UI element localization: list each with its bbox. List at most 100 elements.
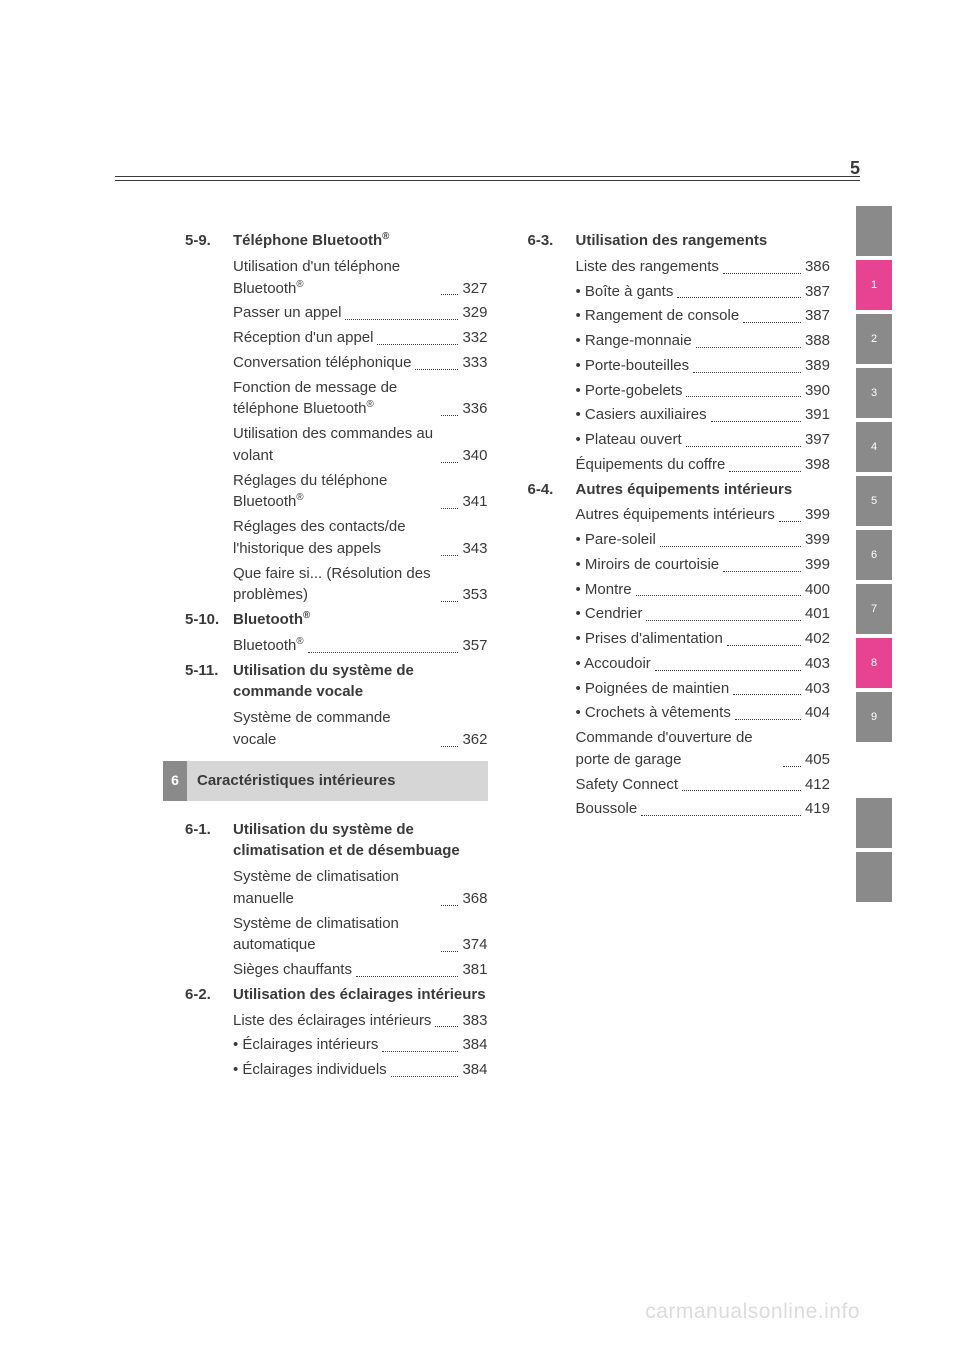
toc-entry-label: • Poignées de maintien [576,678,730,700]
toc-entry-page: 412 [805,774,830,796]
toc-entry-page: 399 [805,529,830,551]
toc-entry-label: • Miroirs de courtoisie [576,554,720,576]
side-tab[interactable] [856,206,892,256]
toc-entry: • Boîte à gants387 [576,281,831,303]
toc-entry-label: • Crochets à vêtements [576,702,731,724]
side-tab[interactable]: 9 [856,692,892,742]
toc-entry-label: • Accoudoir [576,653,651,675]
toc-leader-dots [415,369,458,370]
toc-entry-page: 388 [805,330,830,352]
toc-entry-page: 419 [805,798,830,820]
side-tab[interactable]: 4 [856,422,892,472]
toc-entry-label: Liste des rangements [576,256,719,278]
toc-leader-dots [696,347,801,348]
toc-entry-page: 387 [805,281,830,303]
side-tab[interactable]: 7 [856,584,892,634]
toc-entry-label: Commande d'ouverture de porte de garage [576,727,780,771]
toc-entry: Système de commande vocale 362 [233,707,488,751]
side-tab[interactable]: 5 [856,476,892,526]
toc-leader-dots [441,294,459,295]
toc-section-head: 6-4.Autres équipements intérieurs [528,479,831,501]
toc-entry-page: 386 [805,256,830,278]
side-tab[interactable]: 2 [856,314,892,364]
toc-entry-label: • Rangement de console [576,305,740,327]
toc-leader-dots [693,372,801,373]
side-tab[interactable]: 1 [856,260,892,310]
toc-leader-dots [686,396,800,397]
toc-entries: Liste des rangements 386 • Boîte à gants38… [576,256,831,476]
toc-entries: Système de commande vocale 362 [233,707,488,751]
toc-entry-label: • Montre [576,579,632,601]
toc-leader-dots [377,344,458,345]
toc-entry: • Éclairages intérieurs384 [233,1034,488,1056]
toc-section-number: 5-9. [185,230,233,252]
toc-entry-page: 381 [462,959,487,981]
toc-entry-page: 405 [805,749,830,771]
toc-entry-page: 357 [462,635,487,657]
toc-entry-label: Système de climatisation manuelle [233,866,437,910]
toc-section-title: Bluetooth® [233,609,310,631]
toc-entry: • Rangement de console387 [576,305,831,327]
toc-entry: Utilisation d'un téléphone Bluetooth®327 [233,256,488,300]
toc-entry-page: 384 [462,1034,487,1056]
side-tab[interactable]: 6 [856,530,892,580]
toc-leader-dots [735,719,801,720]
toc-entry: • Poignées de maintien403 [576,678,831,700]
toc-entry-page: 403 [805,653,830,675]
toc-entry-page: 362 [462,729,487,751]
toc-entry: Conversation téléphonique333 [233,352,488,374]
toc-section-number: 6-2. [185,984,233,1006]
toc-entry: Réception d'un appel332 [233,327,488,349]
toc-entry: • Pare-soleil399 [576,529,831,551]
toc-entry-page: 341 [462,491,487,513]
toc-entry-page: 400 [805,579,830,601]
toc-section-title: Utilisation du système de commande vocal… [233,660,488,704]
toc-section-number: 6-4. [528,479,576,501]
side-tab[interactable]: 3 [856,368,892,418]
toc-entries: Liste des éclairages intérieurs383• Écla… [233,1010,488,1081]
side-tab[interactable] [856,852,892,902]
toc-content: 5-9.Téléphone Bluetooth® Utilisation d'un… [185,228,830,1084]
toc-entry-label: Système de commande vocale [233,707,437,751]
toc-leader-dots [345,319,458,320]
toc-leader-dots [655,670,801,671]
toc-leader-dots [441,951,459,952]
toc-entry-label: • Éclairages individuels [233,1059,387,1081]
toc-entry-label: Utilisation des commandes au volant [233,423,437,467]
toc-entry: Liste des éclairages intérieurs 383 [233,1010,488,1032]
toc-entry-page: 383 [462,1010,487,1032]
toc-entry-page: 327 [462,278,487,300]
toc-section-head: 5-9.Téléphone Bluetooth® [185,230,488,252]
toc-entry-page: 398 [805,454,830,476]
side-tab[interactable] [856,798,892,848]
toc-leader-dots [435,1026,458,1027]
toc-leader-dots [441,555,459,556]
side-tab[interactable]: 8 [856,638,892,688]
toc-section-head: 6-1.Utilisation du système de climatisat… [185,819,488,863]
toc-entry-page: 340 [462,445,487,467]
toc-section-title: Utilisation des rangements [576,230,768,252]
toc-entry: • Porte-bouteilles389 [576,355,831,377]
toc-leader-dots [391,1076,459,1077]
toc-section-head: 6-3.Utilisation des rangements [528,230,831,252]
toc-entry-page: 384 [462,1059,487,1081]
toc-leader-dots [677,297,801,298]
toc-entry-label: • Porte-bouteilles [576,355,690,377]
toc-entry-page: 374 [462,934,487,956]
toc-entries: Utilisation d'un téléphone Bluetooth®327… [233,256,488,606]
toc-entry-label: Liste des éclairages intérieurs [233,1010,431,1032]
toc-entries: Bluetooth®357 [233,635,488,657]
toc-section-number: 6-1. [185,819,233,863]
toc-section-title: Téléphone Bluetooth® [233,230,389,252]
toc-entry-label: Autres équipements intérieurs [576,504,775,526]
toc-section-title: Utilisation des éclairages intérieurs [233,984,486,1006]
toc-entry-page: 397 [805,429,830,451]
toc-entry-page: 399 [805,554,830,576]
toc-entry-label: Safety Connect [576,774,679,796]
toc-entry-page: 333 [462,352,487,374]
toc-entry: Autres équipements intérieurs399 [576,504,831,526]
toc-entry: • Cendrier401 [576,603,831,625]
toc-entry: • Casiers auxiliaires391 [576,404,831,426]
toc-entry: Commande d'ouverture de porte de garage 4… [576,727,831,771]
toc-entry-page: 391 [805,404,830,426]
